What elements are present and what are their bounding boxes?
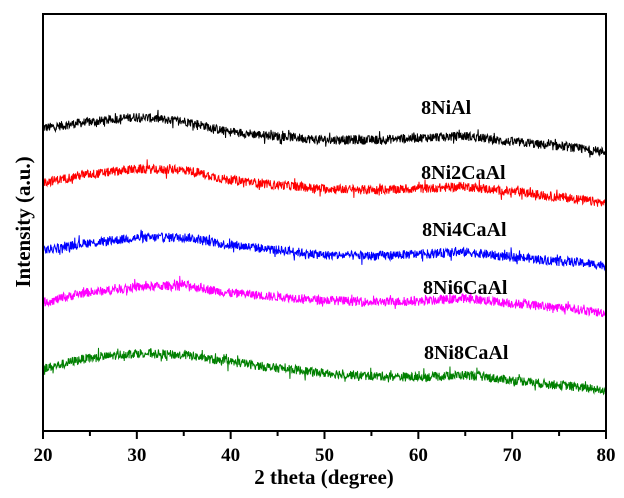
series-labels: 8NiAl 8Ni2CaAl 8Ni4CaAl 8Ni6CaAl 8Ni8CaAl (421, 97, 509, 364)
series-label-8Ni4CaAl: 8Ni4CaAl (422, 219, 507, 241)
series-label-8Ni2CaAl: 8Ni2CaAl (421, 162, 506, 184)
x-tick-label: 30 (127, 445, 146, 466)
x-axis-title: 2 theta (degree) (254, 465, 394, 489)
series-line-8Ni6CaAl (42, 275, 607, 318)
x-tick-label: 50 (315, 445, 334, 466)
x-tick-label: 80 (597, 445, 616, 466)
x-tick-label: 60 (409, 445, 428, 466)
x-tick-label: 40 (221, 445, 240, 466)
x-axis-ticks: 20 30 40 50 60 70 80 (34, 431, 616, 466)
plot-frame (42, 13, 607, 432)
x-tick-label: 70 (503, 445, 522, 466)
series-label-8NiAl: 8NiAl (421, 97, 471, 119)
y-axis-title: Intensity (a.u.) (11, 156, 35, 287)
series-layer (42, 109, 607, 396)
series-label-8Ni6CaAl: 8Ni6CaAl (423, 277, 508, 299)
series-line-8Ni4CaAl (42, 229, 607, 272)
series-label-8Ni8CaAl: 8Ni8CaAl (424, 342, 509, 364)
series-line-8Ni2CaAl (42, 159, 607, 208)
series-line-8NiAl (42, 109, 607, 158)
series-line-8Ni8CaAl (42, 347, 607, 396)
x-tick-label: 20 (34, 445, 53, 466)
